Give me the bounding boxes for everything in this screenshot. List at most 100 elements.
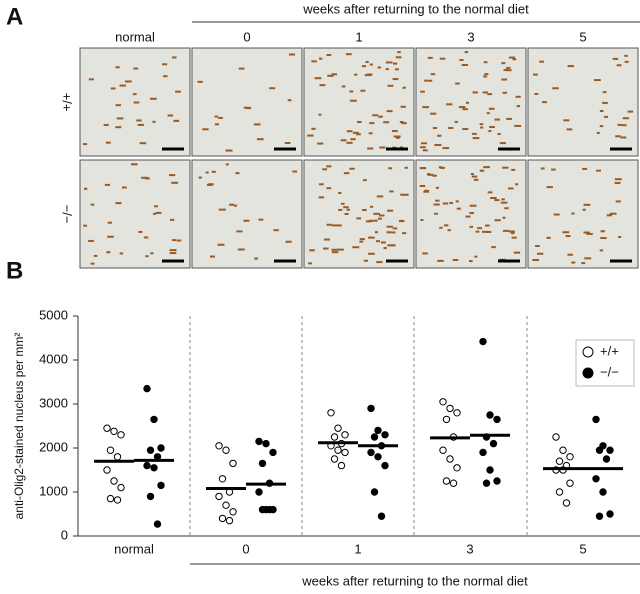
nucleus: [472, 91, 478, 94]
nucleus: [360, 89, 366, 92]
nucleus: [218, 208, 226, 211]
nucleus: [617, 123, 622, 126]
data-point: [374, 426, 382, 435]
nucleus: [424, 79, 428, 82]
nucleus: [331, 224, 338, 227]
data-point: [157, 444, 165, 452]
nucleus: [395, 56, 402, 59]
data-point: [562, 499, 571, 507]
nucleus: [452, 259, 459, 262]
nucleus: [402, 193, 409, 196]
nucleus: [398, 220, 405, 223]
nucleus: [546, 236, 551, 239]
data-point: [370, 488, 379, 496]
nucleus: [477, 227, 483, 230]
column-label: 3: [467, 29, 474, 44]
nucleus: [565, 235, 571, 238]
nucleus: [586, 232, 593, 235]
y-tick-label: 1000: [39, 483, 68, 498]
nucleus: [483, 61, 488, 64]
nucleus: [435, 186, 440, 189]
nucleus: [346, 141, 353, 144]
nucleus: [499, 142, 506, 145]
nucleus: [618, 236, 622, 239]
data-point: [453, 409, 461, 417]
nucleus: [461, 63, 469, 66]
data-point: [602, 455, 611, 463]
nucleus: [501, 198, 505, 201]
nucleus: [383, 121, 390, 124]
nucleus: [322, 168, 328, 171]
nucleus: [624, 54, 628, 57]
nucleus: [511, 168, 516, 171]
nucleus: [235, 172, 240, 175]
nucleus: [465, 101, 469, 104]
nucleus: [368, 219, 374, 222]
nucleus: [368, 236, 375, 239]
nucleus: [258, 218, 264, 221]
nucleus: [198, 176, 202, 179]
nucleus: [122, 186, 127, 189]
nucleus: [563, 119, 570, 122]
nucleus: [205, 171, 209, 174]
nucleus: [388, 167, 393, 170]
micrograph: [191, 47, 303, 157]
nucleus: [336, 224, 342, 227]
nucleus: [513, 251, 521, 254]
nucleus: [124, 80, 132, 83]
nucleus: [462, 128, 469, 131]
nucleus: [90, 203, 95, 206]
nucleus: [133, 67, 139, 70]
nucleus: [439, 226, 443, 229]
nucleus: [584, 257, 592, 260]
nucleus: [508, 187, 514, 190]
nucleus: [434, 144, 442, 147]
header: weeks after returning to the normal diet: [302, 1, 529, 16]
nucleus: [393, 135, 401, 138]
nucleus: [485, 230, 492, 233]
nucleus: [273, 229, 279, 232]
nucleus: [596, 131, 600, 134]
nucleus: [508, 230, 515, 233]
data-point: [377, 512, 386, 520]
nucleus: [422, 106, 430, 109]
data-point: [146, 492, 155, 501]
nucleus: [571, 212, 575, 215]
nucleus: [367, 73, 373, 76]
nucleus: [437, 259, 444, 262]
nucleus: [352, 246, 360, 249]
nucleus: [378, 115, 383, 118]
nucleus: [132, 93, 137, 96]
nucleus: [369, 122, 375, 125]
nucleus: [455, 200, 459, 203]
data-point: [215, 442, 223, 450]
data-point: [334, 424, 342, 432]
nucleus: [427, 79, 433, 82]
panel-label: A: [6, 3, 23, 30]
data-point: [606, 446, 614, 454]
nucleus: [386, 231, 392, 234]
nucleus: [88, 239, 94, 242]
nucleus: [318, 113, 322, 116]
nucleus: [365, 61, 369, 64]
nucleus: [394, 68, 399, 71]
data-point: [117, 431, 125, 439]
nucleus: [479, 123, 484, 126]
nucleus: [327, 74, 334, 77]
column-label: 0: [243, 29, 250, 44]
nucleus: [169, 218, 175, 221]
nucleus: [397, 51, 401, 54]
nucleus: [533, 73, 538, 76]
nucleus: [491, 246, 496, 249]
nucleus: [612, 57, 619, 60]
nucleus: [317, 142, 324, 145]
nucleus: [506, 66, 511, 69]
column-label: normal: [115, 29, 155, 44]
nucleus: [292, 170, 298, 173]
nucleus: [307, 134, 314, 137]
nucleus: [506, 69, 512, 72]
nucleus: [503, 69, 508, 72]
nucleus: [420, 167, 427, 170]
nucleus: [514, 124, 522, 127]
nucleus: [599, 249, 604, 252]
